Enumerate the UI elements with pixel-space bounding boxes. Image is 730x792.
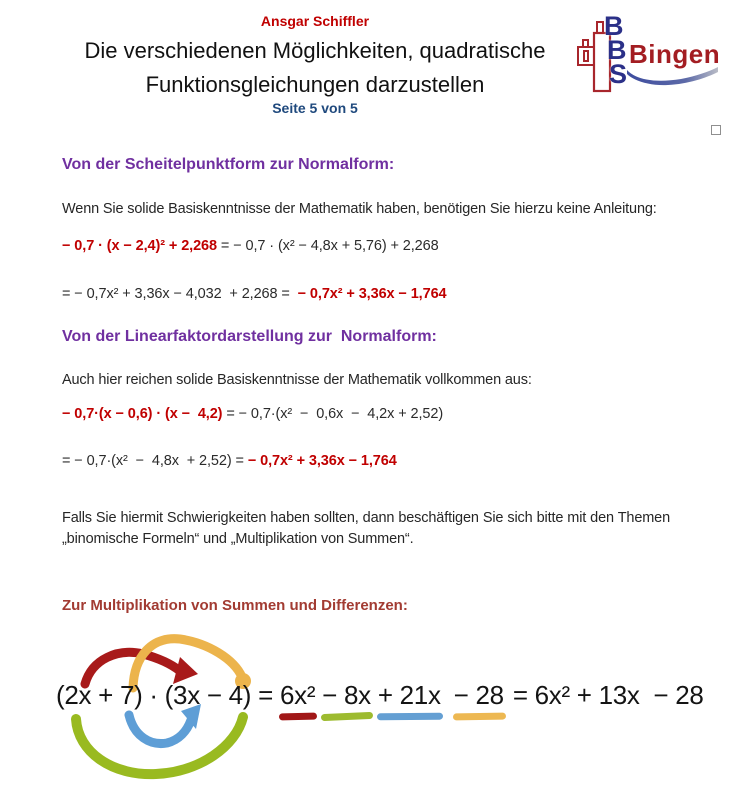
arc-yellow-7-to-minus4 bbox=[128, 634, 247, 693]
arc-yellow-endpoint-icon bbox=[235, 673, 251, 689]
document-title-line1: Die verschiedenen Möglichkeiten, quadrat… bbox=[84, 38, 546, 63]
logo-letter-b-middle: B bbox=[607, 35, 627, 65]
section-heading-linear-factors: Von der Linearfaktordarstellung zur Norm… bbox=[62, 328, 437, 345]
author-name: Ansgar Schiffler bbox=[260, 13, 370, 29]
equation-term-plus-21x: + 21x bbox=[377, 680, 441, 710]
equation-result: = 6x² + 13x − 28 bbox=[512, 680, 704, 710]
vertex-formula-line2: = − 0,7x² + 3,36x − 4,032 + 2,268 = − 0,… bbox=[62, 286, 447, 302]
arc-blue-arrowhead-icon bbox=[181, 704, 201, 729]
linear-formula-line2-red: − 0,7x² + 3,36x − 1,764 bbox=[247, 453, 397, 469]
vertex-formula-line1-red: − 0,7 · (x − 2,4)² + 2,268 bbox=[62, 238, 217, 254]
multiplication-equation: (2x + 7) · (3x − 4) = 6x² − 8x + 21x − 2… bbox=[56, 680, 704, 711]
linear-formula-line1: − 0,7·(x − 0,6) · (x − 4,2) = − 0,7·(x² … bbox=[62, 406, 443, 422]
vertex-formula-line2-black: = − 0,7x² + 3,36x − 4,032 + 2,268 = bbox=[62, 286, 298, 302]
page-number: Seite 5 von 5 bbox=[272, 100, 358, 116]
section-heading-vertex-form: Von der Scheitelpunktform zur Normalform… bbox=[62, 156, 395, 173]
vertex-formula-line2-red: − 0,7x² + 3,36x − 1,764 bbox=[297, 286, 447, 302]
equation-term-minus-8x: − 8x bbox=[322, 680, 371, 710]
equation-left-factors: (2x + 7) · (3x − 4) = bbox=[56, 680, 273, 710]
linear-formula-line2: = − 0,7·(x² − 4,8x + 2,52) = − 0,7x² + 3… bbox=[62, 453, 397, 469]
building-towers-icon bbox=[577, 21, 612, 93]
bbs-bingen-logo: B B S Bingen bbox=[574, 12, 724, 107]
linear-formula-line1-black: = − 0,7·(x² − 0,6x − 4,2x + 2,52) bbox=[222, 406, 444, 422]
anchor-marker-square bbox=[711, 125, 721, 135]
arc-green-2x-to-minus4 bbox=[71, 712, 248, 780]
arc-blue-7-to-3x bbox=[124, 710, 196, 749]
logo-wordmark: Bingen bbox=[629, 39, 721, 69]
equation-term-minus-28: − 28 bbox=[453, 680, 504, 710]
swoosh-underline-icon bbox=[627, 67, 718, 86]
logo-letter-s-bottom: S bbox=[609, 59, 628, 89]
multiplication-heading: Zur Multiplikation von Summen und Differ… bbox=[62, 597, 408, 614]
vertex-formula-line1-black: = − 0,7 · (x² − 4,8x + 5,76) + 2,268 bbox=[216, 238, 439, 254]
linear-intro-text: Auch hier reichen solide Basiskenntnisse… bbox=[62, 372, 532, 388]
equation-term-6x2: 6x² bbox=[279, 680, 316, 710]
vertex-formula-line1: − 0,7 · (x − 2,4)² + 2,268 = − 0,7 · (x²… bbox=[62, 238, 439, 254]
logo-letter-b-top: B bbox=[604, 11, 624, 41]
linear-formula-line1-red: − 0,7·(x − 0,6) · (x − 4,2) bbox=[62, 406, 223, 422]
vertex-intro-text: Wenn Sie solide Basiskenntnisse der Math… bbox=[62, 201, 657, 217]
linear-formula-line2-black: = − 0,7·(x² − 4,8x + 2,52) = bbox=[62, 453, 248, 469]
document-title-line2: Funktionsgleichungen darzustellen bbox=[145, 72, 485, 97]
arc-red-arrowhead-icon bbox=[173, 657, 198, 684]
difficulty-note-paragraph: Falls Sie hiermit Schwierigkeiten haben … bbox=[62, 510, 674, 547]
multiplication-arcs bbox=[71, 634, 251, 780]
